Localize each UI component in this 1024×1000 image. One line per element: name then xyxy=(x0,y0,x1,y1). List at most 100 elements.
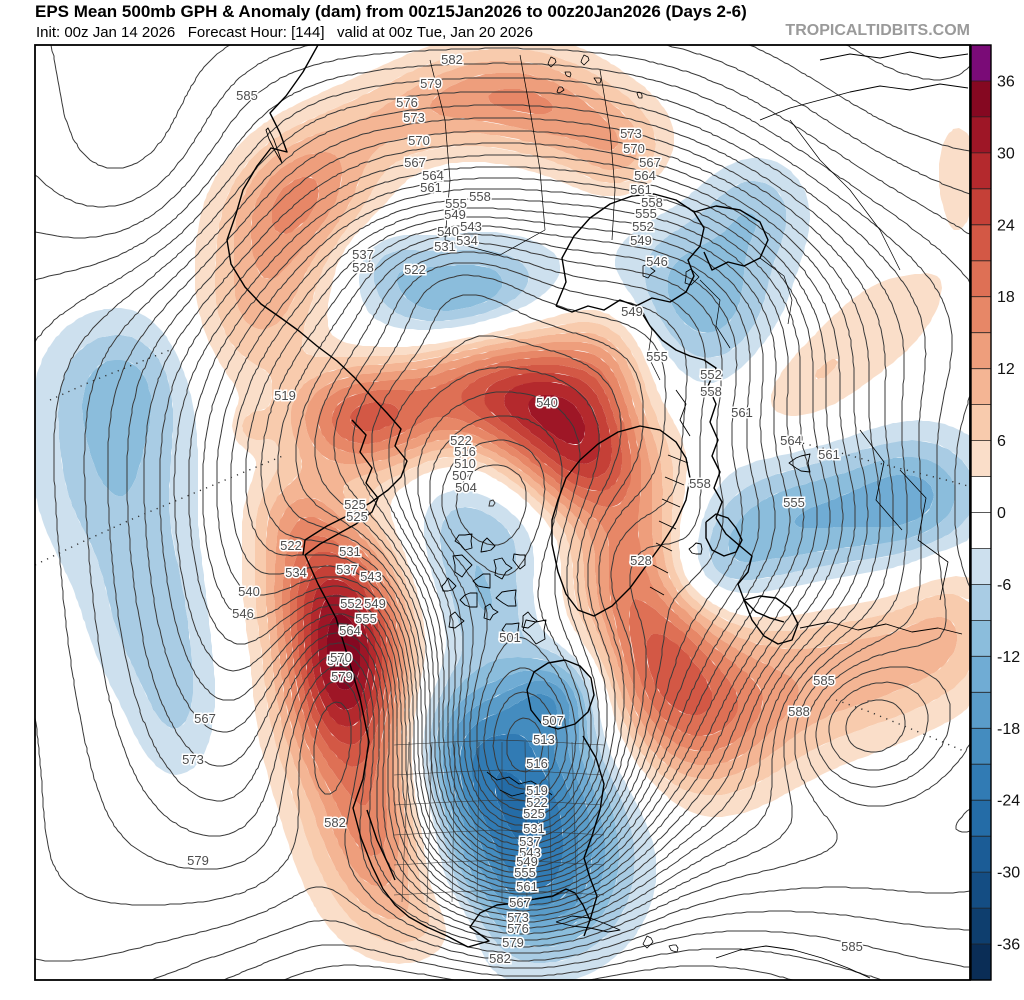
svg-text:567: 567 xyxy=(194,711,216,726)
svg-text:525: 525 xyxy=(523,806,545,821)
svg-text:-36: -36 xyxy=(997,937,1020,954)
svg-text:552: 552 xyxy=(632,219,654,234)
svg-text:561: 561 xyxy=(818,447,840,462)
svg-text:-30: -30 xyxy=(997,865,1020,882)
svg-text:582: 582 xyxy=(324,815,346,830)
svg-text:-18: -18 xyxy=(997,721,1020,738)
svg-text:567: 567 xyxy=(639,155,661,170)
svg-text:18: 18 xyxy=(997,289,1015,306)
svg-text:552: 552 xyxy=(700,367,722,382)
svg-text:564: 564 xyxy=(339,623,361,638)
svg-text:537: 537 xyxy=(519,834,541,849)
svg-text:585: 585 xyxy=(236,88,258,103)
svg-text:558: 558 xyxy=(689,476,711,491)
svg-text:0: 0 xyxy=(997,505,1006,522)
svg-text:552: 552 xyxy=(340,596,362,611)
svg-text:543: 543 xyxy=(460,219,482,234)
svg-text:525: 525 xyxy=(346,509,368,524)
svg-text:579: 579 xyxy=(331,669,353,684)
svg-text:558: 558 xyxy=(641,195,663,210)
svg-text:540: 540 xyxy=(536,395,558,410)
svg-text:519: 519 xyxy=(526,783,548,798)
svg-text:567: 567 xyxy=(404,155,426,170)
svg-text:549: 549 xyxy=(444,207,466,222)
svg-text:522: 522 xyxy=(450,433,472,448)
svg-text:564: 564 xyxy=(780,433,802,448)
svg-text:576: 576 xyxy=(507,921,529,936)
svg-text:522: 522 xyxy=(404,262,426,277)
svg-text:546: 546 xyxy=(646,254,668,269)
svg-text:573: 573 xyxy=(403,110,425,125)
svg-text:549: 549 xyxy=(364,596,386,611)
svg-text:588: 588 xyxy=(788,704,810,719)
svg-text:555: 555 xyxy=(635,206,657,221)
svg-text:507: 507 xyxy=(452,468,474,483)
svg-text:543: 543 xyxy=(360,569,382,584)
svg-text:549: 549 xyxy=(621,304,643,319)
svg-text:531: 531 xyxy=(523,821,545,836)
svg-text:528: 528 xyxy=(352,260,374,275)
svg-text:540: 540 xyxy=(238,584,260,599)
svg-text:510: 510 xyxy=(454,456,476,471)
svg-text:564: 564 xyxy=(422,168,444,183)
svg-text:573: 573 xyxy=(507,910,529,925)
svg-text:555: 555 xyxy=(445,196,467,211)
svg-text:516: 516 xyxy=(454,444,476,459)
svg-text:573: 573 xyxy=(620,126,642,141)
svg-text:525: 525 xyxy=(344,497,366,512)
svg-text:564: 564 xyxy=(634,168,656,183)
svg-text:555: 555 xyxy=(783,495,805,510)
svg-text:537: 537 xyxy=(336,562,358,577)
svg-text:30: 30 xyxy=(997,145,1015,162)
svg-text:561: 561 xyxy=(516,879,538,894)
svg-text:528: 528 xyxy=(630,553,652,568)
svg-text:540: 540 xyxy=(437,224,459,239)
svg-text:537: 537 xyxy=(352,247,374,262)
svg-text:513: 513 xyxy=(533,732,555,747)
svg-text:579: 579 xyxy=(420,76,442,91)
svg-text:570: 570 xyxy=(408,133,430,148)
svg-text:555: 555 xyxy=(355,611,377,626)
svg-text:576: 576 xyxy=(396,95,418,110)
svg-text:522: 522 xyxy=(280,538,302,553)
svg-text:555: 555 xyxy=(646,349,668,364)
svg-text:-24: -24 xyxy=(997,793,1020,810)
svg-text:549: 549 xyxy=(630,233,652,248)
svg-text:555: 555 xyxy=(514,865,536,880)
svg-text:576: 576 xyxy=(327,653,349,668)
svg-text:579: 579 xyxy=(502,935,524,950)
svg-text:585: 585 xyxy=(841,939,863,954)
svg-text:549: 549 xyxy=(516,854,538,869)
svg-text:6: 6 xyxy=(997,433,1006,450)
svg-text:507: 507 xyxy=(542,713,564,728)
svg-text:534: 534 xyxy=(456,233,478,248)
svg-text:582: 582 xyxy=(441,52,463,67)
svg-text:534: 534 xyxy=(285,565,307,580)
svg-text:36: 36 xyxy=(997,74,1015,91)
svg-text:24: 24 xyxy=(997,217,1015,234)
svg-text:585: 585 xyxy=(813,673,835,688)
svg-text:504: 504 xyxy=(455,480,477,495)
svg-text:558: 558 xyxy=(700,384,722,399)
svg-text:579: 579 xyxy=(187,853,209,868)
svg-text:516: 516 xyxy=(526,756,548,771)
svg-text:570: 570 xyxy=(623,141,645,156)
svg-text:501: 501 xyxy=(499,630,521,645)
svg-text:543: 543 xyxy=(519,845,541,860)
svg-text:573: 573 xyxy=(182,752,204,767)
svg-text:561: 561 xyxy=(731,405,753,420)
svg-text:-12: -12 xyxy=(997,649,1020,666)
svg-text:-6: -6 xyxy=(997,577,1011,594)
svg-text:567: 567 xyxy=(509,895,531,910)
svg-text:522: 522 xyxy=(526,795,548,810)
svg-text:582: 582 xyxy=(489,951,511,966)
svg-text:561: 561 xyxy=(420,180,442,195)
svg-text:531: 531 xyxy=(434,239,456,254)
svg-text:12: 12 xyxy=(997,361,1015,378)
svg-text:546: 546 xyxy=(232,606,254,621)
svg-text:519: 519 xyxy=(274,388,296,403)
svg-text:561: 561 xyxy=(630,182,652,197)
svg-text:531: 531 xyxy=(339,544,361,559)
svg-text:570: 570 xyxy=(330,650,352,665)
svg-text:558: 558 xyxy=(469,189,491,204)
